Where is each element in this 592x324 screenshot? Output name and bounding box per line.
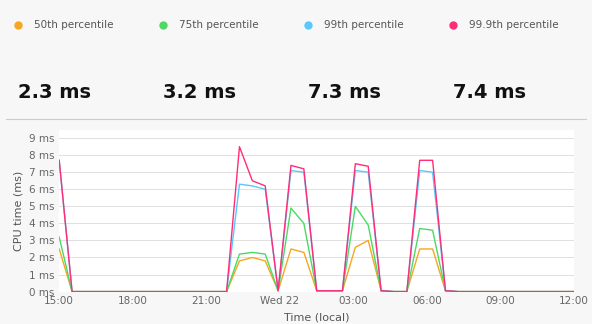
Text: 2.3 ms: 2.3 ms — [18, 83, 91, 102]
Y-axis label: CPU time (ms): CPU time (ms) — [13, 170, 23, 251]
Text: 50th percentile: 50th percentile — [34, 20, 114, 29]
Text: 75th percentile: 75th percentile — [179, 20, 259, 29]
Text: 7.3 ms: 7.3 ms — [308, 83, 381, 102]
Text: 99th percentile: 99th percentile — [324, 20, 404, 29]
Text: 99.9th percentile: 99.9th percentile — [469, 20, 559, 29]
X-axis label: Time (local): Time (local) — [284, 312, 349, 322]
Text: 7.4 ms: 7.4 ms — [453, 83, 526, 102]
Text: 3.2 ms: 3.2 ms — [163, 83, 236, 102]
